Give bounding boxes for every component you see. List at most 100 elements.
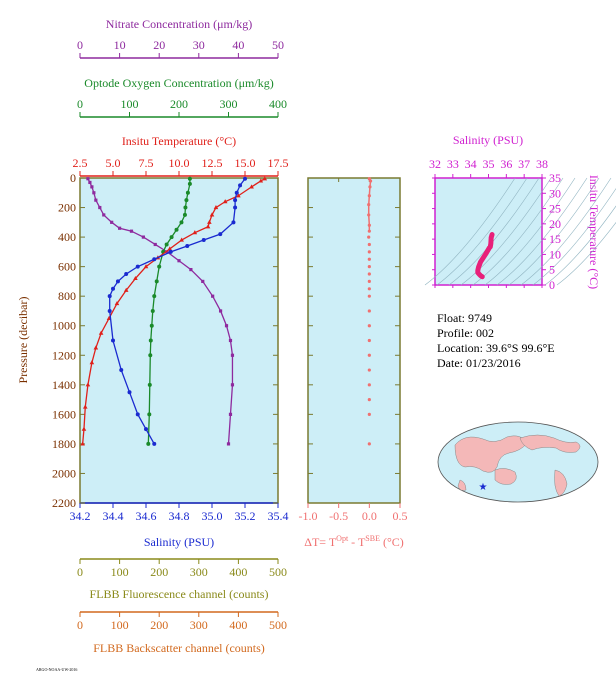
oxygen-point — [174, 227, 179, 232]
nitrate-point — [102, 213, 106, 217]
pressure-tick-label: 800 — [58, 289, 76, 303]
salinity-axis-title: Salinity (PSU) — [144, 535, 214, 549]
nitrate-point — [86, 177, 90, 181]
pressure-tick-label: 1200 — [52, 348, 76, 362]
salinity-point — [168, 249, 173, 254]
world-map: ★ — [437, 421, 599, 503]
temperature-point — [179, 237, 184, 242]
temperature-point — [114, 301, 120, 306]
oxygen-point — [182, 212, 187, 217]
delta-t-point — [367, 265, 371, 269]
ts-salinity-tick-label: 35 — [483, 157, 495, 171]
ts-salinity-tick-label: 32 — [429, 157, 441, 171]
salinity-tick-label: 34.8 — [169, 509, 190, 523]
backscatter-tick-label: 0 — [77, 618, 83, 632]
ts-temperature-tick-label: 25 — [549, 202, 561, 216]
pressure-tick-label: 2000 — [52, 466, 76, 480]
delta-t-point — [367, 235, 371, 239]
salinity-point — [231, 220, 236, 225]
salinity-point — [115, 279, 120, 284]
nitrate-point — [177, 259, 181, 263]
temperature-point — [85, 382, 91, 387]
oxygen-point — [185, 190, 190, 195]
temperature-point — [89, 360, 95, 365]
nitrate-point — [88, 180, 92, 185]
nitrate-point — [90, 185, 94, 189]
oxygen-tick-label: 200 — [170, 97, 188, 111]
oxygen-point — [147, 412, 152, 417]
info-location: Location: 39.6°S 99.6°E — [437, 341, 555, 355]
salinity-point — [201, 238, 206, 243]
salinity-tick-label: 34.6 — [136, 509, 157, 523]
backscatter-axis-title: FLBB Backscatter channel (counts) — [93, 641, 265, 655]
oxygen-tick-label: 0 — [77, 97, 83, 111]
ts-density-contour — [532, 188, 616, 286]
nitrate-axis-title: Nitrate Concentration (μm/kg) — [106, 17, 252, 31]
temperature-point — [192, 230, 198, 235]
salinity-point — [152, 257, 157, 262]
delta-t-point — [367, 194, 371, 198]
nitrate-tick-label: 20 — [153, 38, 165, 52]
fluorescence-tick-label: 0 — [77, 565, 83, 579]
delta-t-point — [367, 397, 371, 402]
salinity-point — [243, 176, 247, 181]
oxygen-point — [184, 198, 189, 203]
temperature-point — [93, 345, 99, 350]
delta-t-point — [367, 287, 371, 291]
ts-temperature-tick-label: 35 — [549, 171, 561, 185]
delta-t-point — [367, 294, 371, 298]
temperature-tick-label: 12.5 — [202, 156, 223, 170]
delta-t-point — [367, 368, 371, 372]
temperature-tick-label: 17.5 — [268, 156, 289, 170]
delta-t-point — [367, 272, 371, 276]
fluorescence-axis-title: FLBB Fluorescence channel (counts) — [90, 587, 269, 601]
temperature-tick-label: 15.0 — [235, 156, 256, 170]
salinity-tick-label: 34.4 — [103, 509, 124, 523]
temperature-point — [133, 275, 138, 281]
nitrate-tick-label: 40 — [232, 38, 244, 52]
temperature-point — [262, 176, 268, 181]
temperature-point — [249, 184, 254, 189]
nitrate-point — [98, 205, 102, 210]
temperature-point — [80, 441, 85, 446]
salinity-point — [107, 308, 112, 313]
delta-t-point — [367, 353, 371, 357]
fluorescence-tick-label: 200 — [150, 565, 168, 579]
pressure-tick-label: 400 — [58, 230, 76, 244]
temperature-point — [167, 246, 173, 251]
delta-t-point — [367, 242, 371, 247]
salinity-point — [152, 441, 157, 446]
nitrate-point — [165, 250, 169, 254]
oxygen-point — [154, 279, 159, 284]
oxygen-point — [164, 242, 169, 247]
temperature-point — [98, 330, 104, 335]
nitrate-point — [226, 442, 231, 446]
ts-density-contour — [508, 177, 600, 286]
salinity-point — [124, 272, 129, 277]
temperature-tick-label: 7.5 — [139, 156, 154, 170]
salinity-tick-label: 35.2 — [235, 509, 256, 523]
salinity-point — [238, 183, 243, 188]
ts-density-contour — [484, 177, 576, 286]
delta-t-point — [368, 179, 373, 183]
salinity-tick-label: 35.4 — [268, 509, 289, 523]
delta-t-point — [368, 185, 372, 189]
delta-t-point — [367, 279, 371, 284]
temperature-tick-label: 10.0 — [169, 156, 190, 170]
salinity-tick-label: 35.0 — [202, 509, 223, 523]
oxygen-tick-label: 100 — [121, 97, 139, 111]
oxygen-axis-title: Optode Oxygen Concentration (μm/kg) — [84, 76, 273, 90]
ts-temperature-tick-label: 0 — [549, 278, 555, 292]
delta-t-tick-label: 0.0 — [362, 509, 377, 523]
temperature-point — [82, 404, 88, 409]
fluorescence-tick-label: 400 — [229, 565, 247, 579]
salinity-point — [107, 294, 112, 299]
temperature-point — [222, 199, 228, 204]
pressure-tick-label: 600 — [58, 260, 76, 274]
nitrate-point — [218, 309, 223, 313]
ts-density-contour — [436, 177, 528, 286]
ts-density-contour — [460, 177, 552, 286]
oxygen-point — [187, 176, 192, 181]
pressure-tick-label: 2200 — [52, 496, 76, 510]
nitrate-point — [230, 383, 235, 387]
